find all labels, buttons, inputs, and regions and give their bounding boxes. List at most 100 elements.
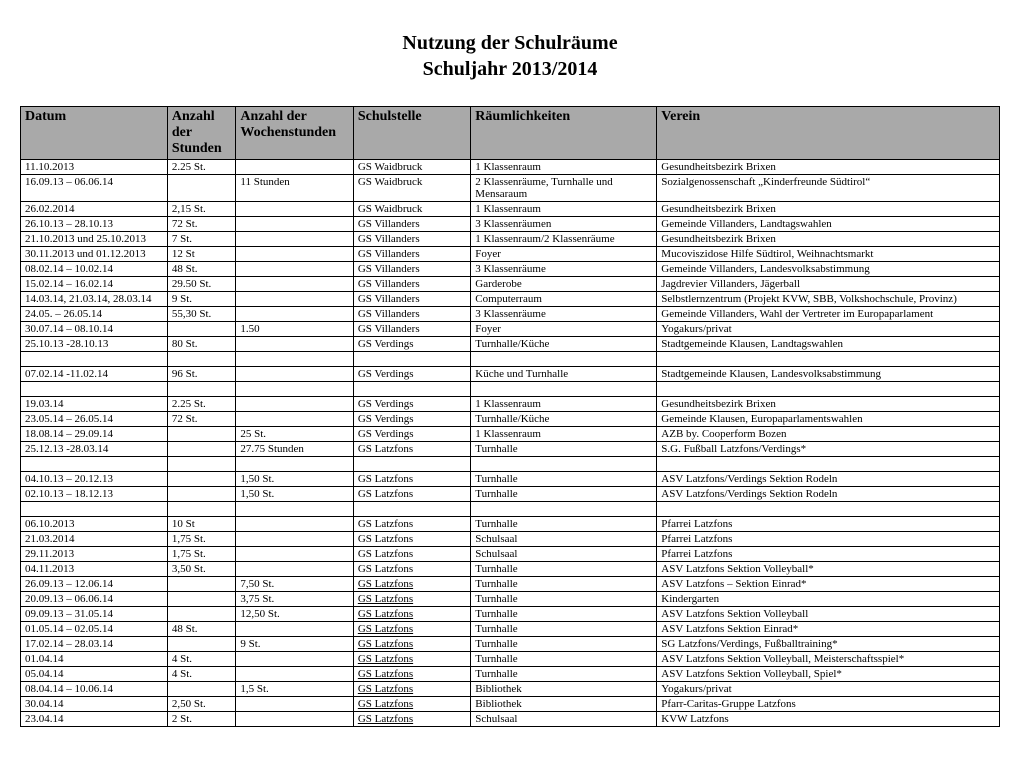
cell-verein: Yogakurs/privat [657, 682, 1000, 697]
cell-raum: Schulsaal [471, 532, 657, 547]
cell-raum: Turnhalle [471, 652, 657, 667]
cell-anzws: 12,50 St. [236, 607, 353, 622]
empty-cell [167, 502, 236, 517]
cell-schul: GS Villanders [353, 322, 470, 337]
table-row: 04.10.13 – 20.12.131,50 St.GS LatzfonsTu… [21, 472, 1000, 487]
table-row [21, 502, 1000, 517]
cell-anzst: 2,50 St. [167, 697, 236, 712]
page-title: Nutzung der Schulräume Schuljahr 2013/20… [20, 30, 1000, 82]
cell-raum: Turnhalle [471, 487, 657, 502]
cell-anzst: 72 St. [167, 217, 236, 232]
table-row: 14.03.14, 21.03.14, 28.03.149 St.GS Vill… [21, 292, 1000, 307]
empty-cell [353, 457, 470, 472]
cell-datum: 25.10.13 -28.10.13 [21, 337, 168, 352]
table-row: 16.09.13 – 06.06.1411 StundenGS Waidbruc… [21, 175, 1000, 202]
table-row: 30.07.14 – 08.10.141.50GS VillandersFoye… [21, 322, 1000, 337]
cell-anzws [236, 622, 353, 637]
cell-schul: GS Latzfons [353, 592, 470, 607]
cell-verein: SG Latzfons/Verdings, Fußballtraining* [657, 637, 1000, 652]
cell-verein: Mucoviszidose Hilfe Südtirol, Weihnachts… [657, 247, 1000, 262]
cell-anzst: 48 St. [167, 622, 236, 637]
table-row: 26.09.13 – 12.06.147,50 St.GS LatzfonsTu… [21, 577, 1000, 592]
table-row: 17.02.14 – 28.03.149 St.GS LatzfonsTurnh… [21, 637, 1000, 652]
cell-anzws [236, 397, 353, 412]
cell-datum: 26.02.2014 [21, 202, 168, 217]
empty-cell [167, 457, 236, 472]
cell-anzst: 2 St. [167, 712, 236, 727]
empty-cell [471, 382, 657, 397]
cell-schul: GS Latzfons [353, 562, 470, 577]
cell-datum: 21.03.2014 [21, 532, 168, 547]
cell-anzst: 12 St [167, 247, 236, 262]
empty-cell [167, 352, 236, 367]
cell-verein: Gemeinde Villanders, Wahl der Vertreter … [657, 307, 1000, 322]
cell-anzst [167, 487, 236, 502]
cell-anzst: 48 St. [167, 262, 236, 277]
cell-schul: GS Verdings [353, 337, 470, 352]
cell-datum: 11.10.2013 [21, 160, 168, 175]
cell-datum: 25.12.13 -28.03.14 [21, 442, 168, 457]
cell-datum: 08.02.14 – 10.02.14 [21, 262, 168, 277]
empty-cell [353, 382, 470, 397]
cell-datum: 20.09.13 – 06.06.14 [21, 592, 168, 607]
table-row: 07.02.14 -11.02.1496 St.GS VerdingsKüche… [21, 367, 1000, 382]
cell-verein: Gesundheitsbezirk Brixen [657, 160, 1000, 175]
table-row: 26.02.20142,15 St.GS Waidbruck1 Klassenr… [21, 202, 1000, 217]
cell-anzws: 9 St. [236, 637, 353, 652]
cell-anzst: 2.25 St. [167, 397, 236, 412]
empty-cell [236, 502, 353, 517]
cell-raum: Turnhalle [471, 517, 657, 532]
cell-raum: Computerraum [471, 292, 657, 307]
cell-datum: 02.10.13 – 18.12.13 [21, 487, 168, 502]
cell-schul: GS Latzfons [353, 472, 470, 487]
cell-schul: GS Villanders [353, 307, 470, 322]
cell-datum: 18.08.14 – 29.09.14 [21, 427, 168, 442]
col-anzst: Anzahl der Stunden [167, 107, 236, 160]
cell-schul: GS Villanders [353, 247, 470, 262]
cell-datum: 30.07.14 – 08.10.14 [21, 322, 168, 337]
empty-cell [657, 382, 1000, 397]
table-row: 26.10.13 – 28.10.1372 St.GS Villanders3 … [21, 217, 1000, 232]
cell-anzst: 4 St. [167, 652, 236, 667]
cell-schul: GS Latzfons [353, 442, 470, 457]
cell-anzws: 25 St. [236, 427, 353, 442]
cell-raum: Turnhalle [471, 442, 657, 457]
cell-anzst: 7 St. [167, 232, 236, 247]
cell-anzws: 7,50 St. [236, 577, 353, 592]
cell-raum: 1 Klassenraum [471, 202, 657, 217]
cell-raum: Turnhalle [471, 562, 657, 577]
cell-verein: Gemeinde Klausen, Europaparlamentswahlen [657, 412, 1000, 427]
cell-raum: Schulsaal [471, 547, 657, 562]
empty-cell [471, 352, 657, 367]
table-row: 19.03.142.25 St.GS Verdings1 Klassenraum… [21, 397, 1000, 412]
cell-raum: 1 Klassenraum/2 Klassenräume [471, 232, 657, 247]
empty-cell [471, 457, 657, 472]
cell-anzws [236, 337, 353, 352]
cell-raum: 1 Klassenraum [471, 160, 657, 175]
cell-verein: Stadtgemeinde Klausen, Landesvolksabstim… [657, 367, 1000, 382]
cell-verein: Pfarr-Caritas-Gruppe Latzfons [657, 697, 1000, 712]
cell-anzws [236, 697, 353, 712]
cell-anzst [167, 607, 236, 622]
cell-verein: KVW Latzfons [657, 712, 1000, 727]
cell-anzst: 1,75 St. [167, 532, 236, 547]
cell-anzst [167, 637, 236, 652]
cell-schul: GS Verdings [353, 397, 470, 412]
cell-verein: S.G. Fußball Latzfons/Verdings* [657, 442, 1000, 457]
empty-cell [21, 352, 168, 367]
cell-schul: GS Waidbruck [353, 160, 470, 175]
cell-datum: 07.02.14 -11.02.14 [21, 367, 168, 382]
cell-anzws [236, 307, 353, 322]
empty-cell [236, 382, 353, 397]
col-datum: Datum [21, 107, 168, 160]
col-raum: Räumlichkeiten [471, 107, 657, 160]
cell-anzst: 29.50 St. [167, 277, 236, 292]
empty-cell [353, 502, 470, 517]
cell-datum: 26.10.13 – 28.10.13 [21, 217, 168, 232]
cell-raum: Turnhalle/Küche [471, 337, 657, 352]
table-row: 04.11.20133,50 St.GS LatzfonsTurnhalleAS… [21, 562, 1000, 577]
table-row: 05.04.144 St.GS LatzfonsTurnhalleASV Lat… [21, 667, 1000, 682]
cell-verein: ASV Latzfons/Verdings Sektion Rodeln [657, 487, 1000, 502]
cell-schul: GS Verdings [353, 412, 470, 427]
table-row: 23.05.14 – 26.05.1472 St.GS VerdingsTurn… [21, 412, 1000, 427]
